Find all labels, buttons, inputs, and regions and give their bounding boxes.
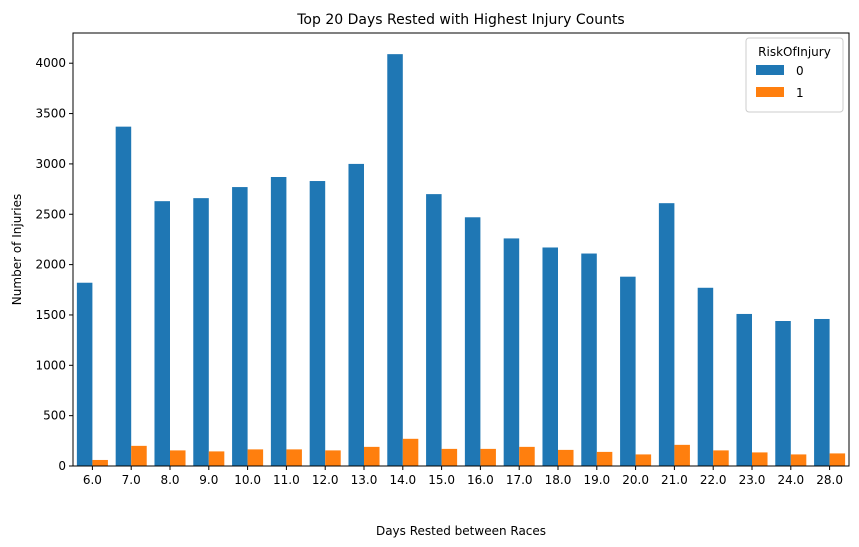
y-tick-label: 2000 xyxy=(35,258,66,272)
x-tick-label: 16.0 xyxy=(467,473,494,487)
bar-series-0-16.0 xyxy=(464,217,481,466)
bar-series-1-24.0 xyxy=(790,454,807,466)
y-axis: 0 500 1000 1500 2000 2500 3000 3500 4000 xyxy=(35,56,73,473)
bar-series-1-21.0 xyxy=(674,444,690,466)
y-tick-label: 3500 xyxy=(35,107,66,121)
x-tick-label: 12.0 xyxy=(312,473,339,487)
bar-series-1-14.0 xyxy=(402,438,419,466)
bars-group xyxy=(76,54,846,467)
bar-series-0-17.0 xyxy=(503,238,520,466)
y-tick-label: 500 xyxy=(43,409,66,423)
bar-series-1-16.0 xyxy=(480,448,496,466)
bar-series-1-17.0 xyxy=(519,446,535,466)
plot-frame xyxy=(72,32,850,467)
bar-series-1-18.0 xyxy=(558,449,574,466)
bar-series-0-20.0 xyxy=(620,276,636,466)
x-tick-label: 13.0 xyxy=(351,473,378,487)
x-tick-label: 8.0 xyxy=(160,473,179,487)
bar-series-1-22.0 xyxy=(713,450,729,466)
bar-series-1-11.0 xyxy=(286,449,302,466)
bar-series-0-22.0 xyxy=(697,287,714,466)
bar-series-0-18.0 xyxy=(542,247,558,466)
x-tick-label: 22.0 xyxy=(700,473,727,487)
bar-series-1-23.0 xyxy=(752,452,768,466)
bar-series-0-15.0 xyxy=(426,194,442,466)
bar-series-1-9.0 xyxy=(208,451,225,466)
x-tick-label: 10.0 xyxy=(234,473,261,487)
x-tick-label: 11.0 xyxy=(273,473,300,487)
x-axis-title: Days Rested between Races xyxy=(376,524,546,538)
y-tick-label: 4000 xyxy=(35,56,66,70)
bar-series-1-19.0 xyxy=(596,451,613,466)
bar-series-1-20.0 xyxy=(635,454,652,466)
bar-series-0-14.0 xyxy=(387,54,403,467)
x-tick-label: 19.0 xyxy=(583,473,610,487)
bar-series-0-23.0 xyxy=(736,313,752,466)
bar-series-1-13.0 xyxy=(364,446,380,466)
y-axis-title: Number of Injuries xyxy=(10,194,24,305)
y-tick-label: 1000 xyxy=(35,358,66,372)
y-tick-label: 2500 xyxy=(35,207,66,221)
bar-series-0-24.0 xyxy=(775,321,791,466)
legend-label-0: 0 xyxy=(796,64,804,78)
bar-series-0-19.0 xyxy=(581,253,597,466)
bar-series-0-10.0 xyxy=(232,187,248,466)
x-tick-label: 23.0 xyxy=(739,473,766,487)
chart-title: Top 20 Days Rested with Highest Injury C… xyxy=(296,12,624,28)
bar-series-0-8.0 xyxy=(154,201,170,467)
bar-series-1-15.0 xyxy=(441,448,458,466)
bar-series-0-6.0 xyxy=(76,282,93,466)
x-tick-label: 24.0 xyxy=(777,473,804,487)
y-tick-label: 0 xyxy=(58,459,66,473)
bar-series-1-8.0 xyxy=(170,450,186,466)
x-tick-label: 14.0 xyxy=(389,473,416,487)
legend: RiskOfInjury 0 1 xyxy=(745,37,844,113)
x-tick-label: 9.0 xyxy=(199,473,218,487)
x-tick-label: 15.0 xyxy=(428,473,455,487)
bar-series-0-7.0 xyxy=(115,126,132,467)
x-tick-label: 7.0 xyxy=(122,473,141,487)
x-tick-label: 6.0 xyxy=(83,473,102,487)
bar-series-0-11.0 xyxy=(270,177,287,466)
bar-series-0-13.0 xyxy=(348,163,364,466)
bar-series-1-28.0 xyxy=(829,453,846,466)
y-tick-label: 3000 xyxy=(35,157,66,171)
x-axis: 6.0 7.0 8.0 9.0 10.0 11.0 12.0 13.0 14.0 15.0 16.0… xyxy=(83,466,843,487)
x-tick-label: 20.0 xyxy=(622,473,649,487)
legend-swatch-0 xyxy=(756,65,784,75)
y-tick-label: 1500 xyxy=(35,308,66,322)
bar-series-1-10.0 xyxy=(247,449,264,466)
bar-series-0-12.0 xyxy=(309,181,326,466)
bar-series-0-9.0 xyxy=(193,198,209,466)
legend-title: RiskOfInjury xyxy=(758,45,831,59)
bar-series-1-12.0 xyxy=(325,450,341,466)
bar-series-1-7.0 xyxy=(131,445,147,466)
x-tick-label: 21.0 xyxy=(661,473,688,487)
bar-series-0-21.0 xyxy=(658,203,675,466)
legend-swatch-1 xyxy=(756,87,784,97)
x-tick-label: 18.0 xyxy=(545,473,572,487)
bar-series-0-28.0 xyxy=(814,318,830,466)
x-tick-label: 28.0 xyxy=(816,473,843,487)
x-tick-label: 17.0 xyxy=(506,473,533,487)
legend-label-1: 1 xyxy=(796,86,804,100)
bar-series-1-6.0 xyxy=(92,459,108,466)
